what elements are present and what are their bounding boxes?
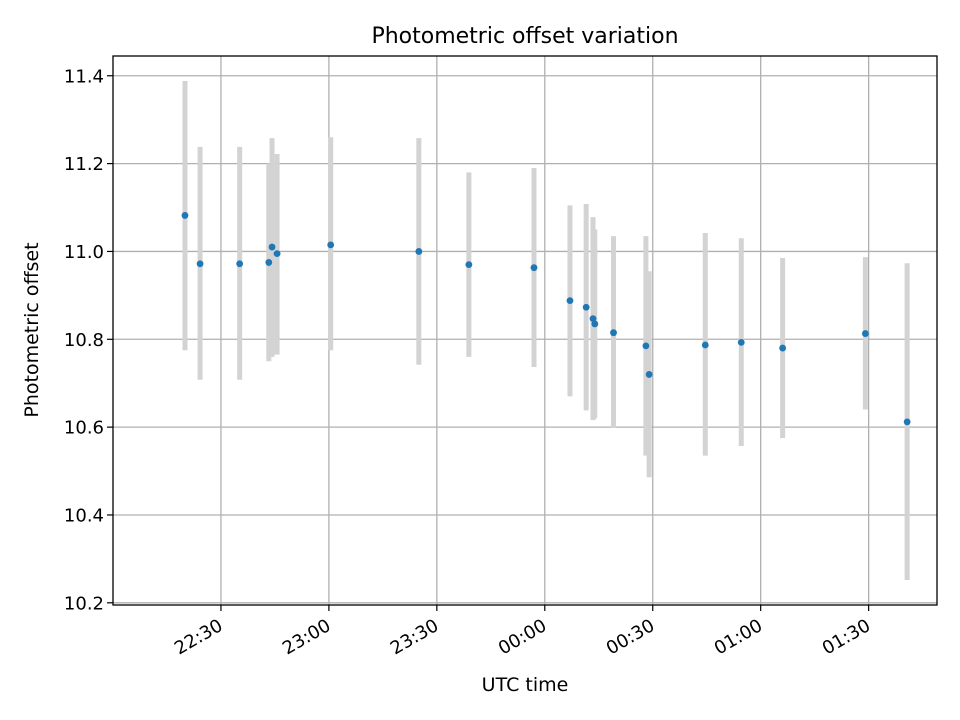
data-point: [265, 259, 273, 266]
data-point: [236, 260, 244, 268]
plot-area-background: [113, 56, 937, 605]
data-point: [327, 241, 335, 249]
data-point: [196, 260, 204, 268]
data-point: [582, 303, 590, 311]
data-point: [642, 342, 650, 350]
y-axis: 10.2 10.4 10.6 10.8 11.0 11.2 11.4: [64, 66, 113, 614]
data-point: [273, 250, 281, 258]
y-tick-label: 10.2: [64, 593, 104, 614]
data-point: [861, 330, 869, 337]
y-tick-label: 10.4: [64, 505, 104, 526]
y-tick-label: 10.6: [64, 418, 104, 439]
grid: [113, 56, 937, 605]
data-point: [701, 341, 709, 349]
data-point: [566, 297, 574, 305]
data-point: [610, 329, 617, 337]
y-tick-label: 11.4: [64, 66, 104, 87]
chart-title: Photometric offset variation: [371, 24, 678, 49]
plot-frame: [112, 55, 938, 606]
data-point: [268, 243, 276, 251]
data-point: [591, 320, 599, 328]
data-point: [181, 212, 189, 219]
y-tick-label: 10.8: [64, 330, 104, 351]
data-point: [645, 371, 653, 378]
data-point: [737, 338, 745, 346]
y-tick-label: 11.2: [64, 154, 104, 175]
data-point: [779, 344, 787, 352]
data-points: [181, 212, 911, 426]
data-point: [465, 261, 473, 269]
data-point: [415, 248, 423, 255]
data-point: [589, 315, 597, 323]
data-point: [530, 264, 538, 272]
y-tick-label: 11.0: [64, 242, 104, 263]
data-point: [903, 418, 911, 426]
x-axis-label: UTC time: [482, 674, 569, 696]
y-axis-label: Photometric offset: [21, 242, 43, 417]
